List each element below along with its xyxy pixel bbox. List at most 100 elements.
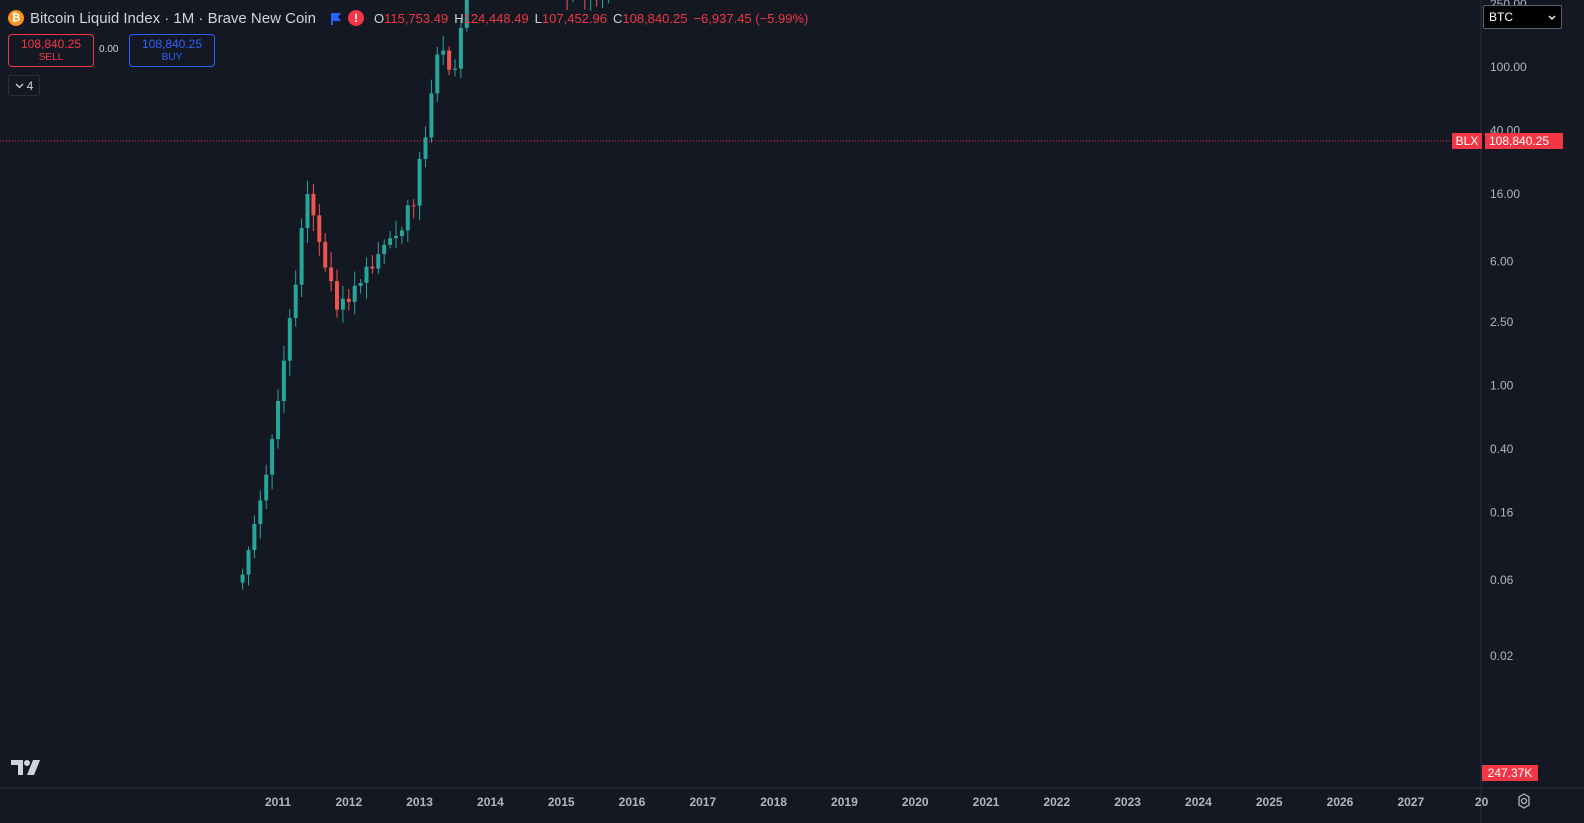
- spread-value: 0.00: [99, 44, 119, 55]
- time-axis[interactable]: 2011 2012 2013 2014 2015 2016 2017 2018 2019 2020…: [265, 795, 1489, 809]
- chevron-down-icon: [15, 83, 24, 88]
- candle-body: [287, 318, 292, 361]
- candle-body: [305, 193, 310, 229]
- sell-label: SELL: [38, 51, 64, 63]
- chevron-down-icon: [1548, 15, 1556, 20]
- bitcoin-icon: ₿: [8, 10, 24, 26]
- price-axis-tick: 1.00: [1490, 379, 1514, 393]
- candle-body: [376, 254, 381, 269]
- price-axis-tick: 2.50: [1490, 315, 1514, 329]
- time-axis-tick: 2027: [1397, 795, 1424, 809]
- candle-body: [335, 281, 339, 310]
- candle-body: [246, 550, 251, 575]
- symbol-price-tag: BLX: [1452, 133, 1482, 149]
- sell-button[interactable]: 108,840.25 SELL: [8, 34, 94, 67]
- candle-body: [299, 228, 304, 285]
- open-value: 115,753.49: [384, 10, 449, 26]
- candle-body: [317, 215, 322, 242]
- buy-price: 108,840.25: [141, 36, 203, 51]
- indicators-toggle-button[interactable]: 4: [8, 75, 40, 96]
- high-value: 124,448.49: [463, 10, 529, 26]
- time-axis-tick: 2018: [760, 795, 787, 809]
- candle-body: [346, 298, 351, 302]
- high-key: H: [454, 10, 464, 26]
- price-axis-tick: 100.00: [1490, 60, 1527, 74]
- price-axis-tick: 0.40: [1490, 442, 1514, 456]
- candle-body: [340, 298, 345, 310]
- time-axis-tick: 20: [1475, 795, 1489, 809]
- indicators-count: 4: [26, 78, 34, 93]
- candle-body: [293, 284, 298, 319]
- candle-body: [423, 137, 428, 159]
- alert-icon[interactable]: !: [347, 10, 364, 26]
- candle-body: [417, 158, 422, 206]
- candle-body: [276, 401, 280, 440]
- candle-body: [358, 282, 363, 286]
- time-axis-tick: 2026: [1327, 795, 1354, 809]
- candle-body: [370, 266, 375, 269]
- time-axis-tick: 2013: [406, 795, 433, 809]
- time-axis-tick: 2023: [1114, 795, 1141, 809]
- symbol-select[interactable]: BTC: [1483, 5, 1562, 29]
- sell-price: 108,840.25: [20, 36, 82, 51]
- change-value: −6,937.45 (−5.99%): [693, 10, 809, 26]
- close-key: C: [612, 10, 623, 26]
- price-axis-tick: 6.00: [1490, 255, 1514, 269]
- close-value: 108,840.25: [622, 10, 688, 26]
- time-axis-tick: 2016: [619, 795, 646, 809]
- candle-body: [364, 266, 369, 283]
- chart-legend: ₿ Bitcoin Liquid Index · 1M · Brave New …: [8, 7, 808, 29]
- flag-icon[interactable]: [330, 12, 342, 25]
- candle-body: [240, 574, 245, 583]
- candle-body: [281, 360, 286, 402]
- time-axis-tick: 2012: [335, 795, 362, 809]
- candle-body: [447, 50, 452, 70]
- time-axis-tick: 2015: [548, 795, 575, 809]
- candle-body: [453, 68, 457, 70]
- time-axis-tick: 2020: [902, 795, 929, 809]
- time-axis-tick: 2022: [1043, 795, 1070, 809]
- candle-body: [388, 238, 393, 245]
- candle-body: [458, 27, 463, 69]
- buy-button[interactable]: 108,840.25 BUY: [129, 34, 215, 67]
- candle-series: [240, 0, 609, 590]
- candle-body: [270, 439, 275, 475]
- candle-body: [323, 241, 328, 268]
- time-axis-tick: 2014: [477, 795, 504, 809]
- candle-body: [429, 93, 434, 138]
- ohlc-values: O115,753.49 H124,448.49 L107,452.96 C108…: [374, 11, 808, 26]
- time-axis-tick: 2019: [831, 795, 858, 809]
- time-axis-tick: 2025: [1256, 795, 1283, 809]
- time-axis-tick: 2024: [1185, 795, 1212, 809]
- candle-body: [405, 205, 410, 231]
- candle-body: [258, 500, 263, 524]
- candle-body: [435, 54, 440, 94]
- candle-body: [264, 474, 269, 501]
- candle-body: [311, 193, 316, 216]
- candle-body: [441, 50, 446, 55]
- price-axis-tick: 0.06: [1490, 573, 1514, 587]
- price-axis-tick: 0.02: [1490, 649, 1514, 663]
- candle-body: [394, 236, 398, 239]
- symbol-title[interactable]: Bitcoin Liquid Index · 1M · Brave New Co…: [30, 9, 316, 27]
- time-axis-tick: 2017: [689, 795, 716, 809]
- time-axis-tick: 2011: [265, 795, 291, 809]
- candle-body: [352, 285, 357, 302]
- candle-body: [411, 205, 416, 207]
- tradingview-logo[interactable]: [10, 758, 42, 776]
- price-axis-tick: 0.16: [1490, 505, 1514, 519]
- price-axis-tick: 16.00: [1490, 187, 1520, 201]
- candle-body: [329, 267, 334, 282]
- candle-body: [252, 523, 257, 551]
- buy-label: BUY: [161, 51, 183, 63]
- gear-icon[interactable]: [1515, 792, 1533, 810]
- candle-body: [464, 0, 469, 28]
- last-price-label: 108,840.25: [1485, 133, 1563, 149]
- candle-body: [382, 244, 387, 255]
- volume-label: 247.37K: [1482, 765, 1538, 781]
- open-key: O: [373, 10, 385, 26]
- price-axis[interactable]: 0.020.060.160.401.002.506.0016.0040.0010…: [1490, 0, 1550, 663]
- low-value: 107,452.96: [541, 10, 607, 26]
- time-axis-tick: 2021: [973, 795, 1000, 809]
